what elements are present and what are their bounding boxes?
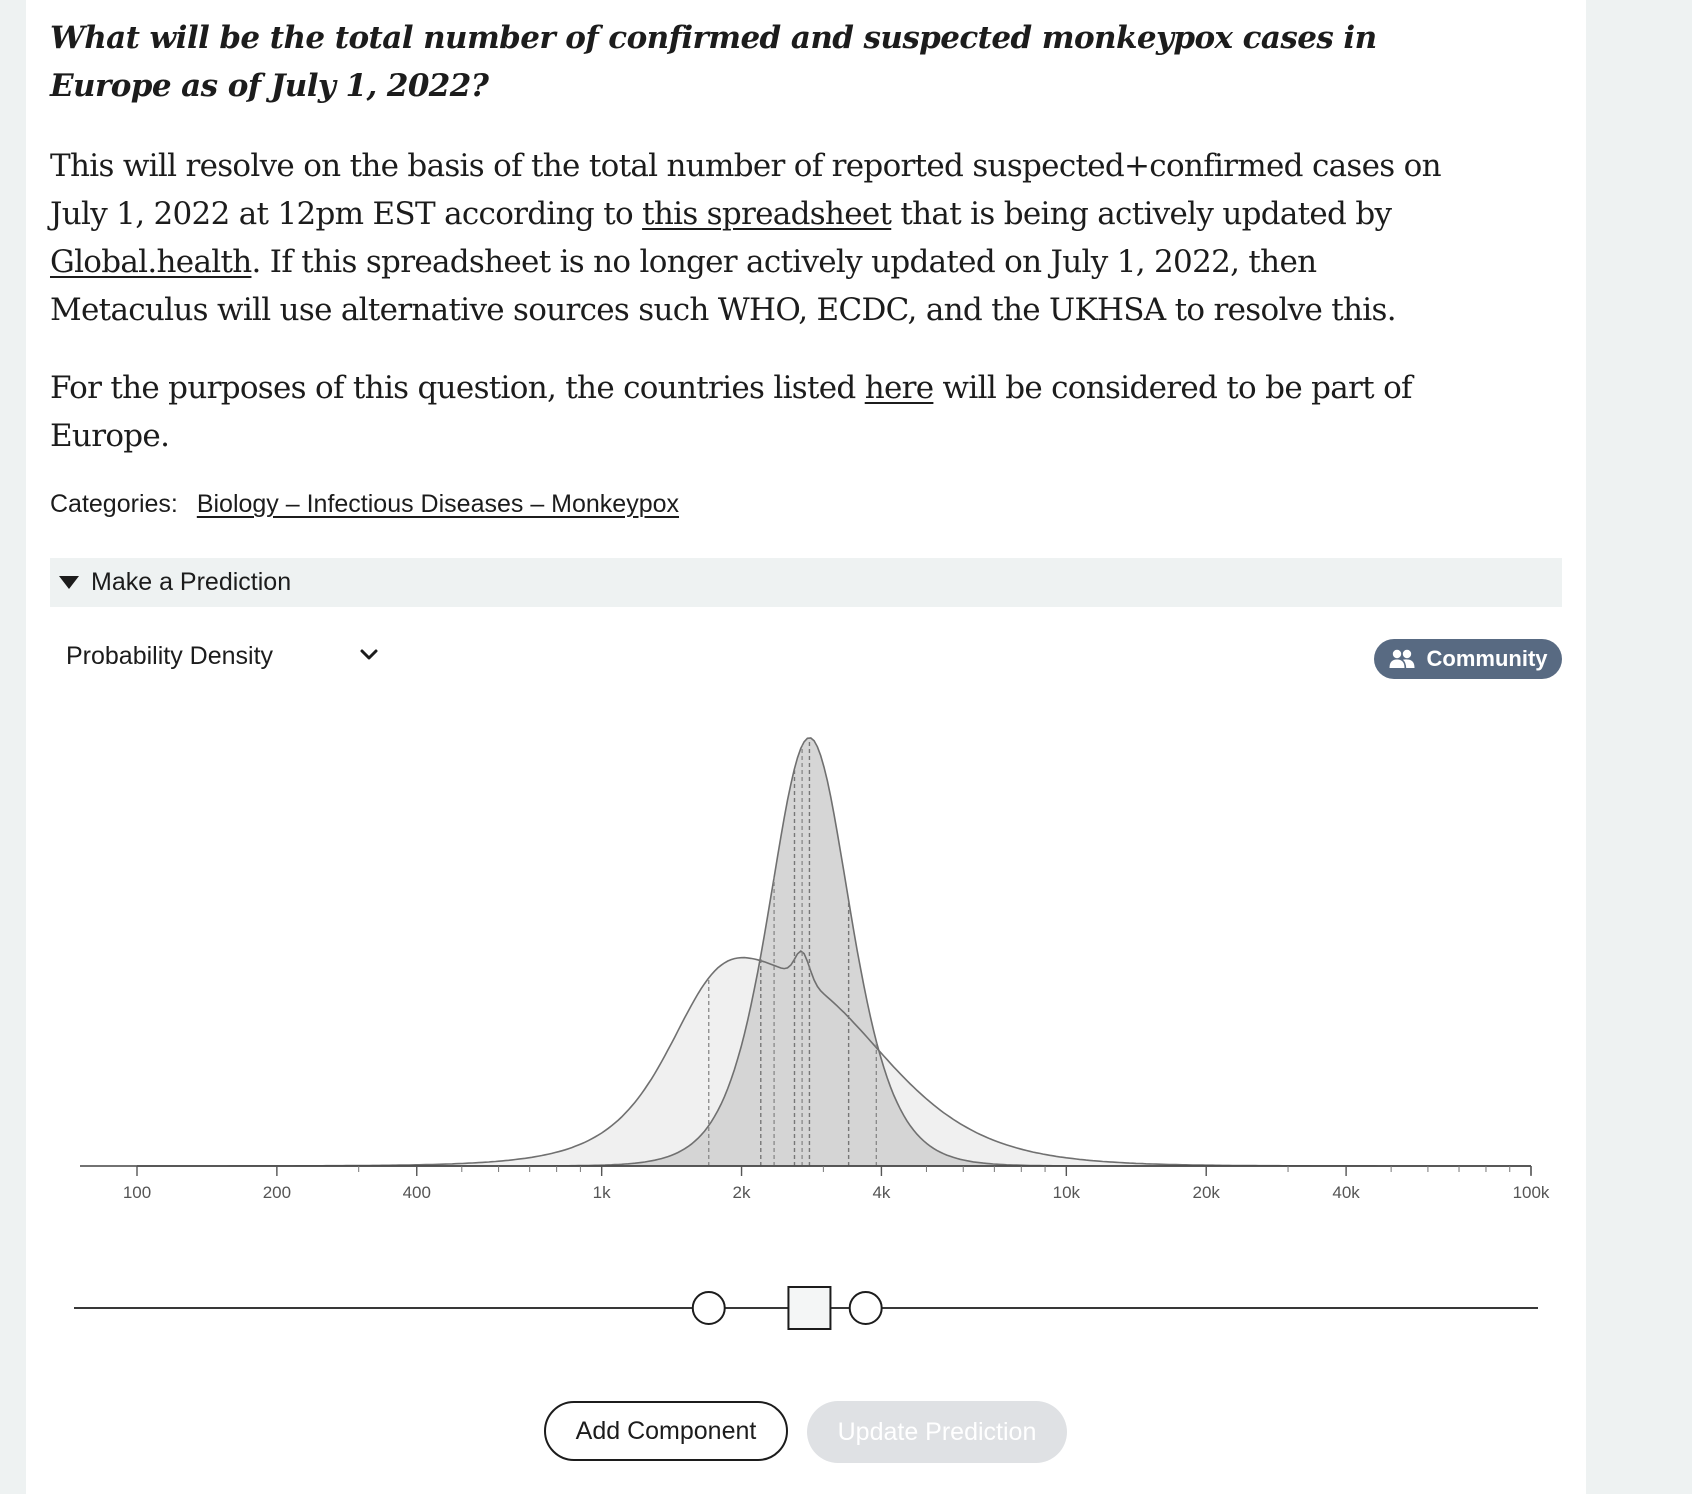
europe-text-2: will be considered to be part of Europe. (50, 370, 1413, 454)
spreadsheet-link[interactable]: this spreadsheet (642, 196, 892, 232)
categories-label: Categories: (50, 490, 178, 518)
categories-row: Categories: Biology – Infectious Disease… (50, 490, 679, 519)
resolution-text-2: that is being actively updated by (891, 196, 1392, 232)
slider-left-handle[interactable] (691, 1291, 726, 1325)
make-prediction-toggle[interactable]: Make a Prediction (50, 558, 1562, 607)
resolution-paragraph: This will resolve on the basis of the to… (50, 142, 1460, 334)
slider-center-handle[interactable] (787, 1286, 832, 1330)
community-button-label: Community (1426, 646, 1548, 671)
update-prediction-button: Update Prediction (807, 1401, 1067, 1463)
resolution-text-3: . If this spreadsheet is no longer activ… (50, 244, 1397, 328)
countries-link[interactable]: here (864, 370, 934, 406)
density-select[interactable]: Probability Density (66, 636, 386, 676)
category-link[interactable]: Biology – Infectious Diseases – Monkeypo… (196, 490, 680, 518)
europe-text-1: For the purposes of this question, the c… (50, 370, 865, 406)
users-icon (1389, 649, 1414, 668)
make-prediction-label: Make a Prediction (91, 568, 292, 596)
global-health-link[interactable]: Global.health (50, 244, 252, 280)
community-button[interactable]: Community (1374, 639, 1562, 679)
slider-right-handle[interactable] (848, 1291, 883, 1325)
europe-paragraph: For the purposes of this question, the c… (50, 364, 1460, 460)
resolution-text-1: This will resolve on the basis of the to… (50, 148, 1442, 232)
chevron-down-icon (360, 649, 378, 660)
triangle-down-icon (59, 576, 79, 589)
question-title: What will be the total number of confirm… (50, 20, 1377, 104)
density-select-value: Probability Density (66, 641, 274, 670)
add-component-button[interactable]: Add Component (544, 1401, 788, 1461)
